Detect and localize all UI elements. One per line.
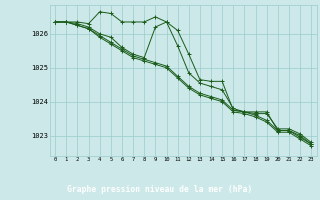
- Text: Graphe pression niveau de la mer (hPa): Graphe pression niveau de la mer (hPa): [68, 185, 252, 194]
